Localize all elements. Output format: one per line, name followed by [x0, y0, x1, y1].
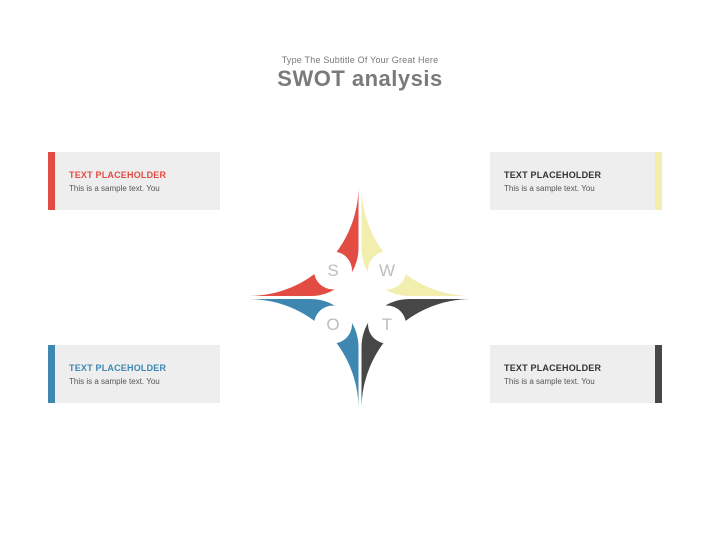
header: Type The Subtitle Of Your Great Here SWO… [0, 0, 720, 92]
stripe-t [655, 345, 662, 403]
letter-w: W [379, 261, 395, 280]
label-text-s: This is a sample text. You [69, 184, 220, 193]
label-title-w: TEXT PLACEHOLDER [504, 170, 655, 180]
label-box-o: TEXT PLACEHOLDER This is a sample text. … [55, 345, 220, 403]
letter-s: S [327, 261, 338, 280]
subtitle: Type The Subtitle Of Your Great Here [0, 55, 720, 65]
label-title-s: TEXT PLACEHOLDER [69, 170, 220, 180]
letter-t: T [382, 315, 392, 334]
lightbulb-icon [294, 343, 314, 364]
label-text-t: This is a sample text. You [504, 377, 655, 386]
page-title: SWOT analysis [0, 66, 720, 92]
letter-o: O [326, 315, 339, 334]
chain-link-icon [406, 235, 426, 247]
label-box-s: TEXT PLACEHOLDER This is a sample text. … [55, 152, 220, 210]
muscle-icon [294, 236, 312, 250]
swot-donut: S W O T [240, 178, 480, 423]
stripe-w [655, 152, 662, 210]
label-text-w: This is a sample text. You [504, 184, 655, 193]
label-box-t: TEXT PLACEHOLDER This is a sample text. … [490, 345, 655, 403]
warning-triangle-icon [406, 345, 426, 362]
stripe-o [48, 345, 55, 403]
label-box-w: TEXT PLACEHOLDER This is a sample text. … [490, 152, 655, 210]
label-title-t: TEXT PLACEHOLDER [504, 363, 655, 373]
label-title-o: TEXT PLACEHOLDER [69, 363, 220, 373]
label-text-o: This is a sample text. You [69, 377, 220, 386]
stripe-s [48, 152, 55, 210]
